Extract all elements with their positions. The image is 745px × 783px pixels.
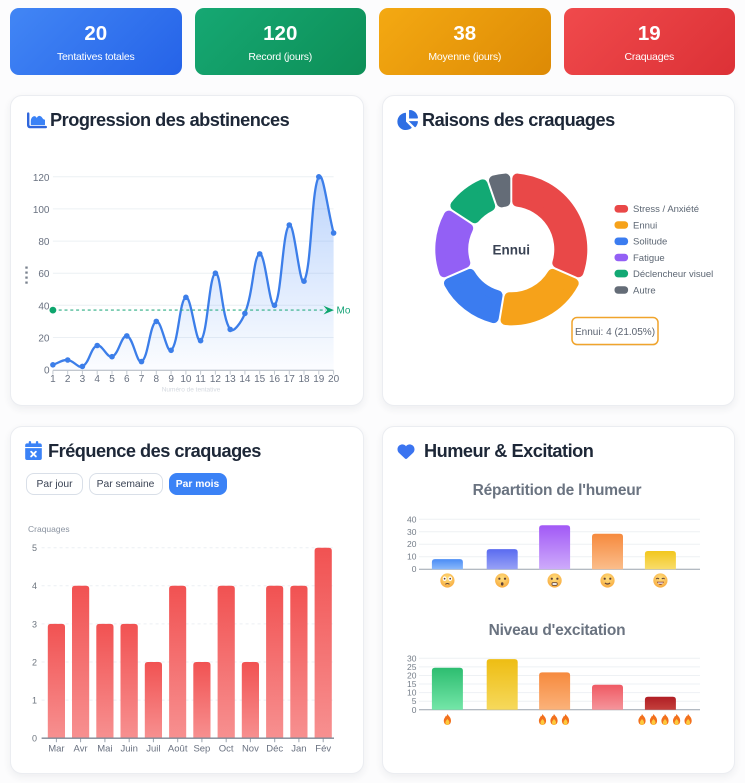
svg-text:Déc: Déc: [266, 744, 283, 755]
svg-text:Ennui: Ennui: [493, 242, 531, 257]
svg-text:20: 20: [407, 539, 417, 549]
svg-text:100: 100: [33, 205, 50, 216]
svg-text:1: 1: [32, 696, 37, 706]
svg-text:2: 2: [32, 657, 37, 667]
svg-text:9: 9: [168, 374, 174, 385]
svg-text:0: 0: [32, 734, 37, 744]
svg-text:Stress / Anxiété: Stress / Anxiété: [633, 204, 699, 215]
svg-text:Déclencheur visuel: Déclencheur visuel: [633, 269, 713, 280]
svg-text:10: 10: [407, 688, 417, 698]
svg-text:Mai: Mai: [97, 744, 112, 755]
svg-text:8: 8: [154, 374, 160, 385]
svg-text:Craquages: Craquages: [28, 524, 70, 534]
svg-text:7: 7: [139, 374, 145, 385]
svg-text:30: 30: [407, 527, 417, 537]
svg-text:40: 40: [407, 514, 417, 524]
svg-text:Fatigue: Fatigue: [633, 253, 665, 264]
svg-text:0: 0: [412, 564, 417, 574]
svg-text:10: 10: [407, 552, 417, 562]
svg-text:5: 5: [32, 543, 37, 553]
svg-text:Jan: Jan: [291, 744, 306, 755]
svg-text:20: 20: [38, 334, 50, 345]
svg-text:13: 13: [225, 374, 237, 385]
svg-text:Juil: Juil: [146, 744, 160, 755]
svg-text:0: 0: [44, 366, 50, 377]
svg-text:Solitude: Solitude: [633, 237, 667, 248]
svg-text:Numéro de tentative: Numéro de tentative: [162, 387, 221, 394]
svg-text:Ennui: Ennui: [633, 220, 657, 231]
svg-text:10: 10: [180, 374, 192, 385]
svg-text:4: 4: [32, 581, 37, 591]
svg-text:2: 2: [65, 374, 71, 385]
svg-text:16: 16: [269, 374, 281, 385]
svg-text:Sep: Sep: [193, 744, 210, 755]
svg-text:Mo: Mo: [337, 306, 351, 317]
svg-text:Mar: Mar: [48, 744, 64, 755]
svg-text:25: 25: [407, 662, 417, 672]
svg-text:Ennui: 4 (21.05%): Ennui: 4 (21.05%): [575, 327, 655, 338]
svg-text:15: 15: [254, 374, 266, 385]
svg-text:18: 18: [298, 374, 310, 385]
svg-text:Autre: Autre: [633, 285, 656, 296]
svg-text:1: 1: [50, 374, 56, 385]
svg-text:Avr: Avr: [74, 744, 88, 755]
svg-text:Juin: Juin: [120, 744, 137, 755]
svg-text:Fév: Fév: [315, 744, 331, 755]
svg-text:5: 5: [109, 374, 115, 385]
svg-text:17: 17: [284, 374, 296, 385]
svg-text:15: 15: [407, 679, 417, 689]
svg-text:120: 120: [33, 173, 50, 184]
svg-text:Août: Août: [168, 744, 188, 755]
svg-text:5: 5: [412, 696, 417, 706]
svg-text:12: 12: [210, 374, 222, 385]
svg-text:40: 40: [38, 301, 50, 312]
svg-text:3: 3: [32, 619, 37, 629]
svg-text:80: 80: [38, 237, 50, 248]
svg-text:11: 11: [195, 374, 206, 385]
svg-text:0: 0: [412, 705, 417, 715]
svg-text:60: 60: [38, 269, 50, 280]
svg-text:30: 30: [407, 653, 417, 663]
svg-text:Nov: Nov: [242, 744, 259, 755]
svg-text:14: 14: [239, 374, 251, 385]
svg-text:20: 20: [328, 374, 340, 385]
svg-text:19: 19: [313, 374, 325, 385]
svg-text:4: 4: [94, 374, 100, 385]
svg-text:6: 6: [124, 374, 130, 385]
svg-text:Oct: Oct: [219, 744, 234, 755]
svg-text:20: 20: [407, 671, 417, 681]
svg-text:3: 3: [80, 374, 86, 385]
